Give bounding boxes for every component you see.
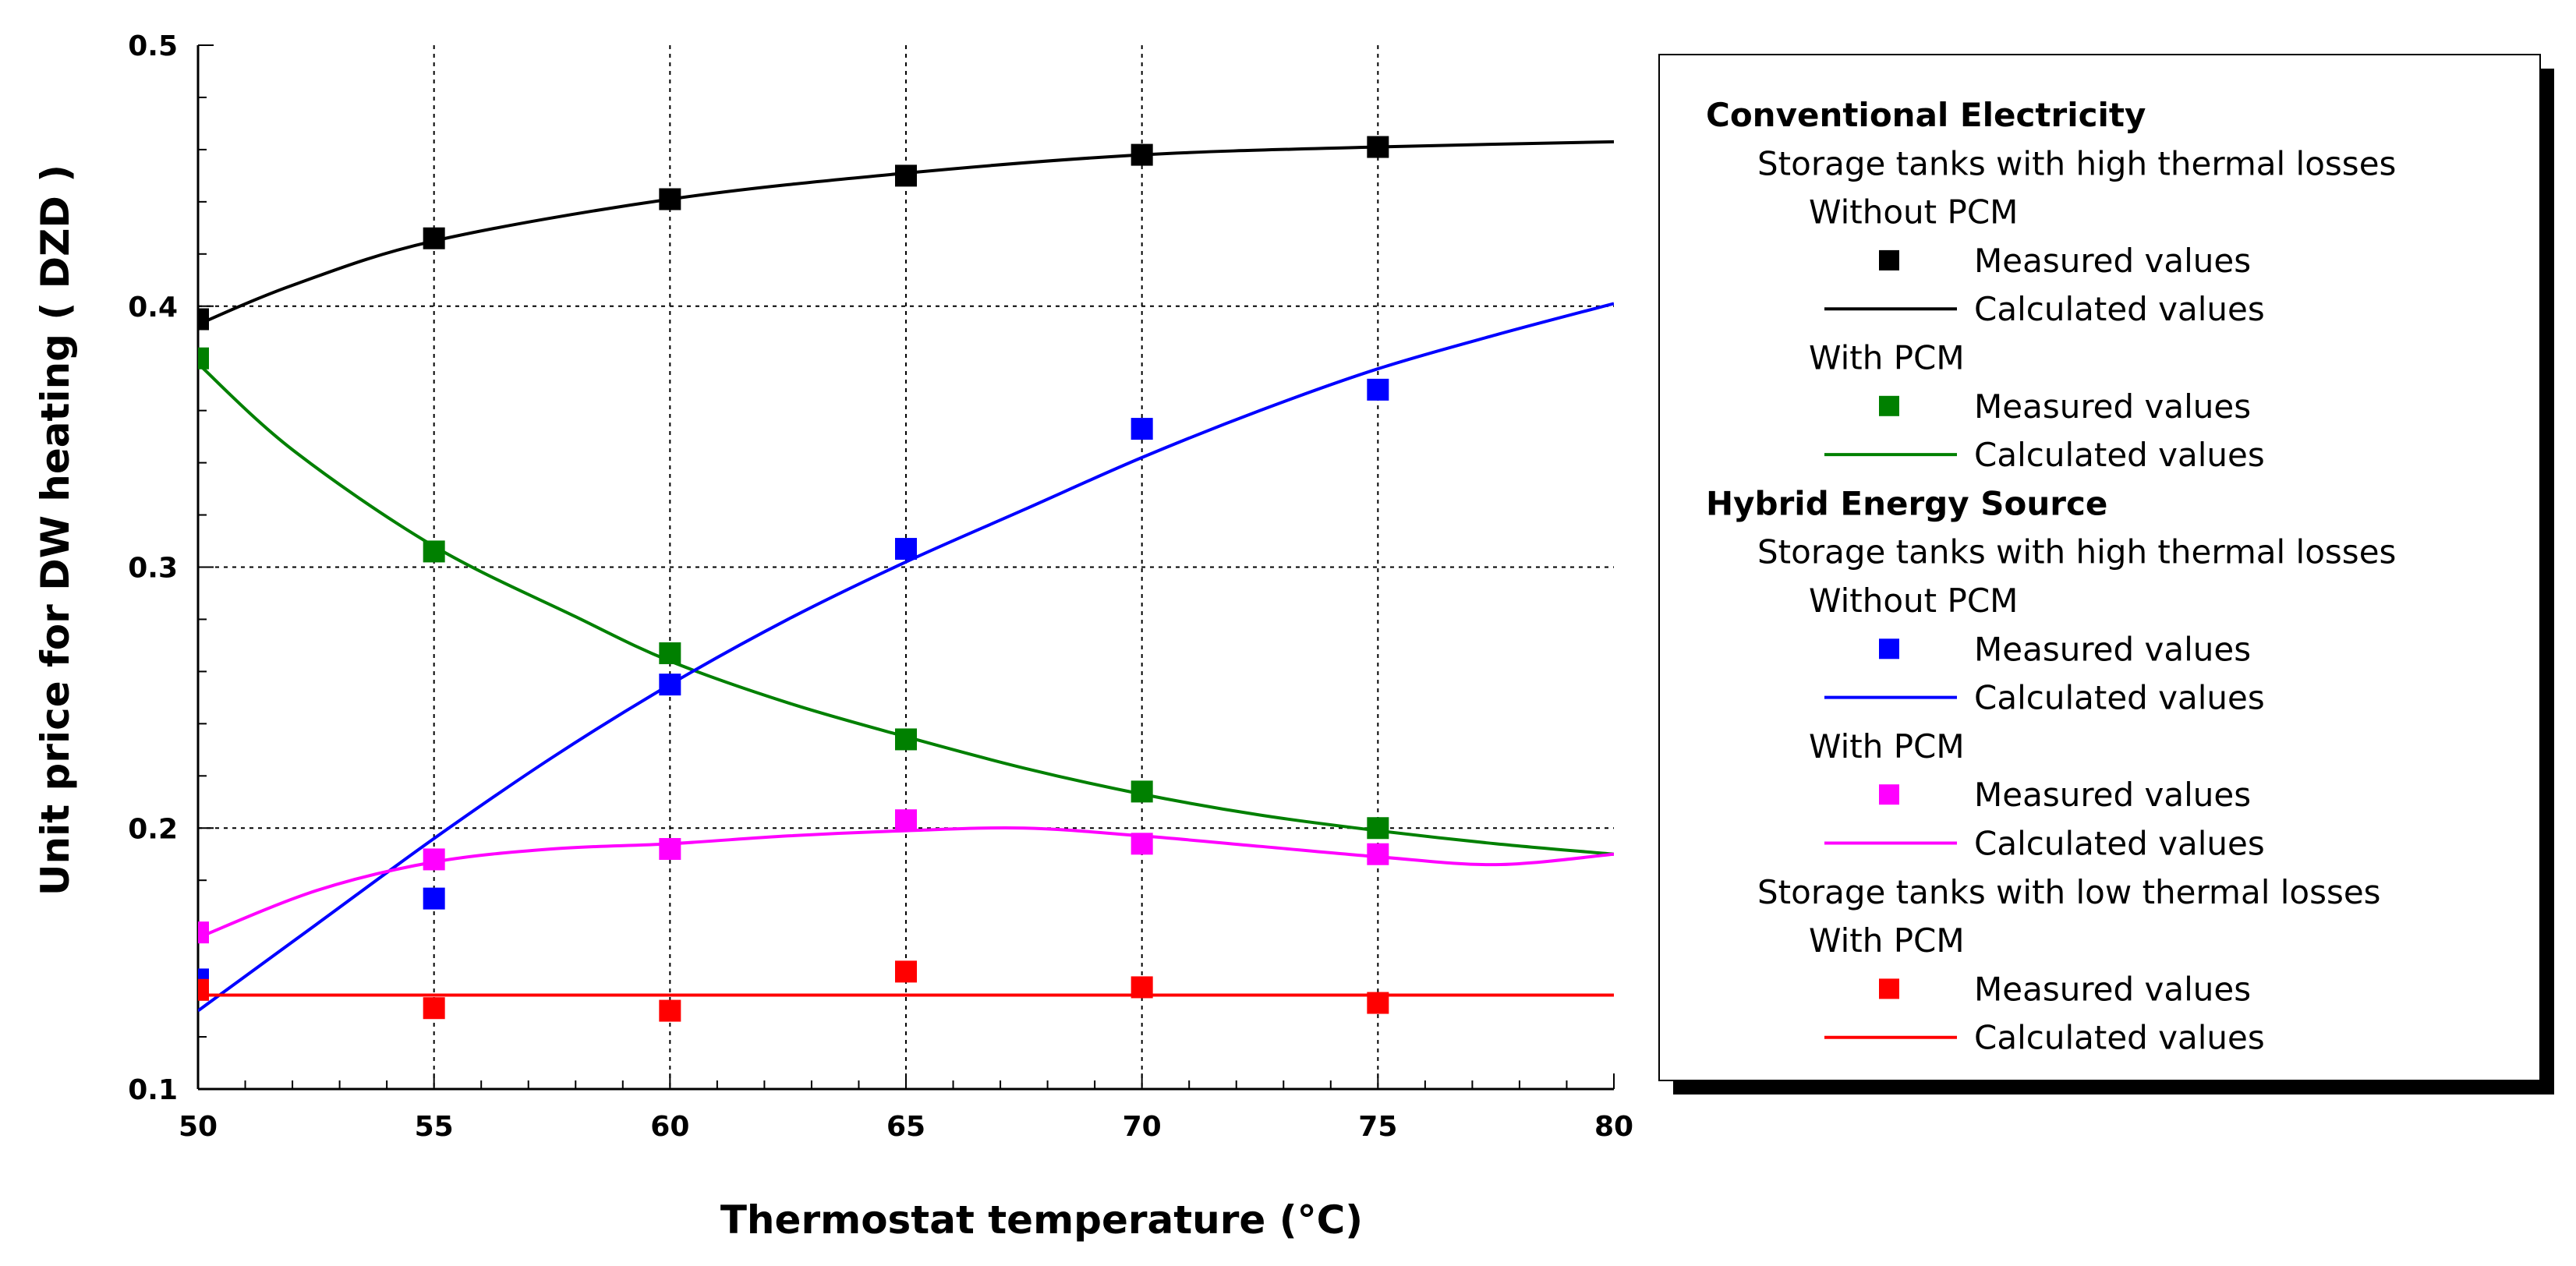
y-tick-label: 0.3: [128, 553, 178, 585]
measured-point-hybrid-high-losses-without-pcm: [1131, 418, 1153, 440]
legend-calculated-label: Calculated values: [1974, 290, 2265, 328]
series-hybrid-low-losses-with-pcm: [198, 960, 1614, 1022]
measured-point-conventional-with-pcm: [423, 540, 445, 563]
series-layer: [198, 136, 1614, 1022]
legend-marker-swatch: [1879, 638, 1899, 660]
legend-calculated-label: Calculated values: [1974, 436, 2265, 474]
measured-point-conventional-without-pcm: [1367, 136, 1389, 158]
measured-point-hybrid-high-losses-with-pcm: [198, 921, 209, 944]
measured-point-hybrid-high-losses-with-pcm: [895, 809, 917, 832]
grid-lines: [198, 45, 1614, 1089]
legend-marker-swatch: [1879, 249, 1899, 271]
legend-marker-swatch: [1879, 784, 1899, 805]
measured-point-conventional-without-pcm: [895, 164, 917, 187]
measured-point-conventional-with-pcm: [659, 642, 681, 664]
measured-point-conventional-without-pcm: [423, 227, 445, 249]
series-conventional-without-pcm: [198, 136, 1614, 331]
series-conventional-with-pcm: [198, 347, 1614, 856]
x-tick-label: 60: [650, 1111, 689, 1143]
legend-measured-label: Measured values: [1974, 630, 2251, 668]
measured-point-conventional-without-pcm: [1131, 143, 1153, 166]
x-tick-label: 65: [886, 1111, 925, 1143]
legend-measured-label: Measured values: [1974, 970, 2251, 1008]
legend-calculated-label: Calculated values: [1974, 679, 2265, 717]
measured-point-conventional-with-pcm: [895, 728, 917, 751]
y-tick-label: 0.1: [128, 1074, 178, 1106]
measured-point-hybrid-high-losses-without-pcm: [423, 887, 445, 910]
legend-group-heading: Conventional Electricity: [1706, 96, 2146, 134]
legend-measured-label: Measured values: [1974, 242, 2251, 280]
legend-box: [1658, 54, 2541, 1081]
legend-measured-label: Measured values: [1974, 776, 2251, 814]
measured-point-hybrid-high-losses-with-pcm: [1131, 833, 1153, 855]
legend-calculated-label: Calculated values: [1974, 825, 2265, 863]
measured-point-hybrid-high-losses-with-pcm: [659, 838, 681, 861]
measured-point-conventional-without-pcm: [198, 308, 209, 331]
legend-marker-swatch: [1879, 395, 1899, 416]
x-tick-label: 80: [1594, 1111, 1633, 1143]
legend-subheading: With PCM: [1809, 339, 1965, 377]
legend-subheading: Storage tanks with low thermal losses: [1757, 873, 2381, 911]
measured-point-hybrid-high-losses-without-pcm: [659, 674, 681, 696]
legend-subheading: Storage tanks with high thermal losses: [1757, 144, 2396, 182]
legend-subheading: With PCM: [1809, 921, 1965, 960]
measured-point-hybrid-high-losses-with-pcm: [423, 848, 445, 871]
measured-point-conventional-without-pcm: [659, 188, 681, 210]
measured-point-hybrid-high-losses-with-pcm: [1367, 843, 1389, 865]
x-tick-label: 75: [1358, 1111, 1397, 1143]
series-hybrid-high-losses-without-pcm: [198, 302, 1614, 1013]
measured-point-hybrid-low-losses-with-pcm: [895, 960, 917, 983]
measured-point-hybrid-low-losses-with-pcm: [659, 999, 681, 1022]
x-tick-label: 70: [1123, 1111, 1162, 1143]
axes: 50 55 60 65 70 75 80 0.1 0.2 0.3 0.4 0.5: [128, 30, 1633, 1143]
legend-marker-swatch: [1879, 978, 1899, 999]
measured-point-hybrid-low-losses-with-pcm: [1131, 976, 1153, 999]
x-axis-title: Thermostat temperature (°C): [720, 1197, 1363, 1243]
measured-point-hybrid-low-losses-with-pcm: [423, 997, 445, 1020]
legend-measured-label: Measured values: [1974, 387, 2251, 426]
measured-point-hybrid-high-losses-without-pcm: [1367, 378, 1389, 401]
measured-point-hybrid-low-losses-with-pcm: [1367, 992, 1389, 1014]
measured-point-hybrid-low-losses-with-pcm: [198, 978, 209, 1001]
legend-subheading: With PCM: [1809, 727, 1965, 766]
measured-point-conventional-with-pcm: [1131, 780, 1153, 803]
y-tick-label: 0.5: [128, 30, 178, 62]
legend-calculated-label: Calculated values: [1974, 1019, 2265, 1057]
x-tick-label: 55: [415, 1111, 454, 1143]
legend-subheading: Without PCM: [1809, 582, 2018, 620]
legend-subheading: Without PCM: [1809, 193, 2018, 232]
legend-group-heading: Hybrid Energy Source: [1706, 484, 2107, 522]
y-tick-label: 0.4: [128, 292, 178, 324]
legend-subheading: Storage tanks with high thermal losses: [1757, 533, 2396, 571]
x-tick-label: 50: [179, 1111, 218, 1143]
legend: Conventional Electricity Storage tanks wi…: [1658, 54, 2554, 1094]
measured-point-conventional-with-pcm: [1367, 817, 1389, 840]
y-tick-label: 0.2: [128, 813, 178, 845]
y-axis-title: Unit price for DW heating ( DZD ): [33, 164, 78, 896]
measured-point-conventional-with-pcm: [198, 347, 209, 370]
calculated-line-hybrid-high-losses-without-pcm: [198, 302, 1614, 1013]
measured-point-hybrid-high-losses-without-pcm: [895, 538, 917, 561]
series-hybrid-high-losses-with-pcm: [198, 809, 1614, 944]
